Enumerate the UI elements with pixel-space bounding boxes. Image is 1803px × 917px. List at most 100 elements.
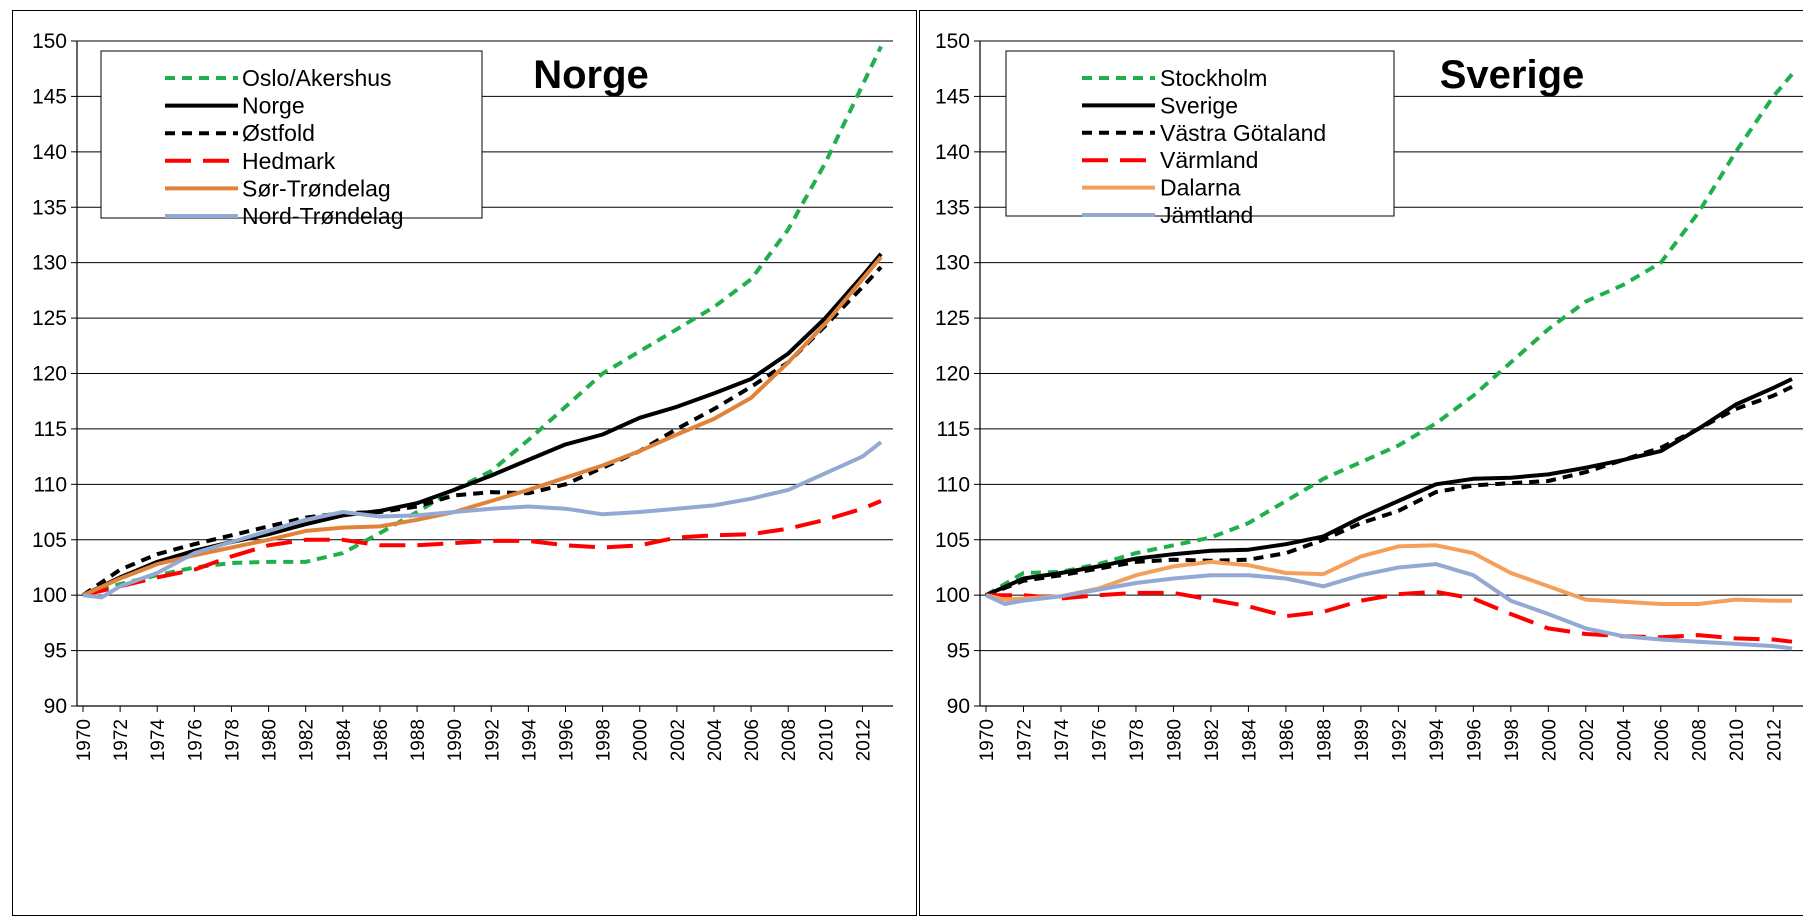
x-tick-label: 1996 xyxy=(557,719,578,761)
x-tick-label: 1970 xyxy=(74,719,95,761)
y-tick-label: 95 xyxy=(947,640,970,663)
legend-box xyxy=(100,50,483,219)
sverige-chart: 90 95 100 105 110 115 120 125 130 135 140 145 150 197… xyxy=(935,30,1803,762)
x-tick-label: 1980 xyxy=(1164,719,1185,761)
x-tick-label: 1970 xyxy=(977,719,998,761)
chart-title: Sverige xyxy=(1440,53,1585,97)
series-line-sverige xyxy=(985,377,1793,598)
x-tick-label: 1972 xyxy=(111,719,132,761)
x-tick-label: 1990 xyxy=(445,719,466,761)
x-tick-label: 1986 xyxy=(1277,719,1298,761)
y-tick-label: 125 xyxy=(32,307,67,330)
x-tick-label: 1992 xyxy=(482,719,503,761)
y-tick-label: 120 xyxy=(935,363,970,386)
x-tick-label: 2008 xyxy=(779,719,800,761)
legend-box xyxy=(1005,50,1395,217)
legend-label-oslo-akershus: Oslo/Akershus xyxy=(242,65,392,91)
legend-label-dalarna: Dalarna xyxy=(1160,175,1241,201)
legend-label-jamtland: Jämtland xyxy=(1160,202,1253,228)
x-tick-label: 2006 xyxy=(742,719,763,761)
y-tick-label: 100 xyxy=(32,584,67,607)
x-tick-label: 1988 xyxy=(1314,719,1335,761)
y-tick-label: 145 xyxy=(32,85,67,108)
y-tick-label: 115 xyxy=(937,418,970,441)
y-tick-label: 115 xyxy=(34,418,67,441)
series-line-varmland xyxy=(986,589,1793,644)
y-tick-label: 150 xyxy=(935,30,970,53)
chart-title: Norge xyxy=(533,53,649,97)
x-tick-label: 2010 xyxy=(1727,719,1748,761)
legend-label-norge: Norge xyxy=(242,93,305,119)
x-tick-label: 1974 xyxy=(148,719,169,762)
x-tick-label: 2000 xyxy=(631,719,652,761)
x-tick-label: 2002 xyxy=(668,719,689,761)
x-tick-label: 1972 xyxy=(1014,719,1035,761)
series-line-oslo-akershus xyxy=(82,45,883,598)
x-tick-label: 1984 xyxy=(334,719,355,762)
x-tick-label: 1992 xyxy=(1389,719,1410,761)
y-tick-label: 125 xyxy=(935,307,970,330)
y-tick-label: 145 xyxy=(935,85,970,108)
legend-label-sor-trondelag: Sør-Trøndelag xyxy=(242,175,391,201)
y-tick-label: 120 xyxy=(32,363,67,386)
x-tick-label: 2004 xyxy=(705,719,726,762)
x-tick-label: 1978 xyxy=(222,719,243,761)
x-tick-label: 1998 xyxy=(594,719,615,761)
y-tick-label: 105 xyxy=(935,529,970,552)
x-tick-label: 2006 xyxy=(1652,719,1673,761)
x-tick-label: 2012 xyxy=(1764,719,1785,761)
legend-label-nord-trondelag: Nord-Trøndelag xyxy=(242,203,403,229)
x-tick-label: 1974 xyxy=(1052,719,1073,762)
y-tick-label: 135 xyxy=(32,196,67,219)
x-tick-label: 1980 xyxy=(260,719,281,761)
x-tick-label: 1986 xyxy=(371,719,392,761)
x-tick-label: 2012 xyxy=(853,719,874,761)
series-line-nord-trondelag xyxy=(82,440,883,600)
series-line-stockholm xyxy=(984,73,1794,597)
x-tick-label: 1988 xyxy=(408,719,429,761)
x-tick-label: 1989 xyxy=(1352,719,1373,761)
y-tick-label: 135 xyxy=(935,196,970,219)
norge-chart-panel: 90 95 100 105 110 115 120 125 130 135 140 145 150 197… xyxy=(12,10,917,916)
y-tick-label: 90 xyxy=(947,695,970,718)
legend-label-hedmark: Hedmark xyxy=(242,148,336,174)
x-tick-label: 1976 xyxy=(185,719,206,761)
legend-label-ostfold: Østfold xyxy=(242,120,315,146)
x-tick-label: 1996 xyxy=(1464,719,1485,761)
y-tick-label: 130 xyxy=(32,252,67,275)
y-tick-label: 90 xyxy=(44,695,67,718)
legend-label-stockholm: Stockholm xyxy=(1160,65,1267,91)
series-line-jamtland xyxy=(985,562,1793,651)
legend-label-vastra-gotaland: Västra Götaland xyxy=(1160,120,1326,146)
y-tick-label: 105 xyxy=(32,529,67,552)
norge-chart: 90 95 100 105 110 115 120 125 130 135 140 145 150 197… xyxy=(32,30,893,762)
y-tick-label: 140 xyxy=(32,141,67,164)
y-tick-label: 95 xyxy=(44,640,67,663)
x-tick-label: 2010 xyxy=(816,719,837,761)
y-tick-label: 140 xyxy=(935,141,970,164)
x-tick-label: 1998 xyxy=(1502,719,1523,761)
legend-label-sverige: Sverige xyxy=(1160,92,1238,118)
series-line-ostfold xyxy=(81,265,883,597)
sverige-chart-panel: 90 95 100 105 110 115 120 125 130 135 140 145 150 197… xyxy=(919,10,1803,916)
series-line-sor-trondelag xyxy=(82,255,883,598)
x-tick-label: 2000 xyxy=(1539,719,1560,761)
series-line-norge xyxy=(82,252,883,598)
x-tick-label: 1982 xyxy=(1202,719,1223,761)
y-tick-label: 110 xyxy=(34,473,67,496)
x-tick-label: 2002 xyxy=(1577,719,1598,761)
y-tick-label: 100 xyxy=(935,584,970,607)
x-tick-label: 1978 xyxy=(1127,719,1148,761)
x-tick-label: 1982 xyxy=(297,719,318,761)
x-tick-label: 2004 xyxy=(1614,719,1635,762)
series-line-vastra-gotaland xyxy=(985,384,1793,598)
y-tick-label: 150 xyxy=(32,30,67,53)
x-tick-label: 1984 xyxy=(1239,719,1260,762)
series-line-hedmark xyxy=(82,499,882,598)
x-tick-label: 1994 xyxy=(519,719,540,762)
x-tick-label: 1994 xyxy=(1427,719,1448,762)
legend-label-varmland: Värmland xyxy=(1160,147,1258,173)
y-tick-label: 130 xyxy=(935,252,970,275)
x-tick-label: 1976 xyxy=(1089,719,1110,761)
x-tick-label: 2008 xyxy=(1689,719,1710,761)
